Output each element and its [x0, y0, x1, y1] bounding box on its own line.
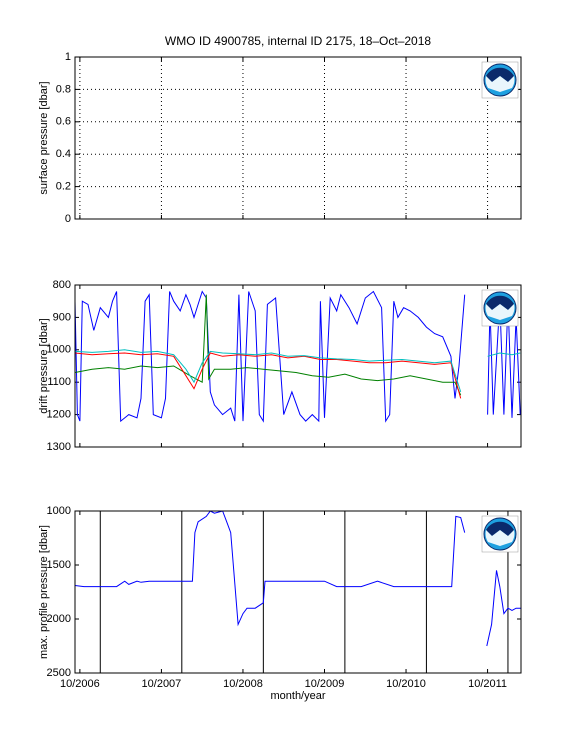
noaa-logo — [481, 515, 519, 553]
x-tick-label: 10/2008 — [223, 678, 263, 690]
plot-frame — [74, 510, 522, 674]
y-tick-label: 1500 — [47, 559, 71, 571]
panel: 800 900 1000 1100 1200 1300 drift pressure [db… — [38, 279, 522, 453]
y-tick-label: 1300 — [47, 441, 71, 453]
series-line — [75, 511, 521, 647]
plot-frame — [74, 284, 522, 448]
figure-title: WMO ID 4900785, internal ID 2175, 18–Oct… — [165, 34, 431, 48]
y-tick-label: 900 — [53, 311, 71, 323]
noaa-logo — [481, 289, 519, 327]
panel: 0 0.2 0.4 0.6 0.8 1 surface pressure [dbar] — [38, 51, 522, 225]
y-tick-label: 0.2 — [56, 181, 71, 193]
y-tick-label: 1200 — [47, 409, 71, 421]
series-line — [75, 352, 462, 399]
series-line — [75, 349, 521, 393]
series-line — [75, 294, 462, 396]
series-line — [75, 290, 521, 423]
y-tick-label: 0 — [65, 213, 71, 225]
plot-frame — [74, 56, 522, 220]
y-tick-label: 1000 — [47, 344, 71, 356]
y-axis-label: drift pressure [dbar] — [38, 318, 50, 413]
y-tick-label: 0.8 — [56, 83, 71, 95]
x-tick-label: 10/2006 — [60, 678, 100, 690]
x-tick-label: 10/2009 — [305, 678, 345, 690]
y-axis-label: surface pressure [dbar] — [38, 81, 50, 194]
y-tick-label: 800 — [53, 279, 71, 291]
y-tick-label: 0.4 — [56, 148, 71, 160]
y-tick-label: 2500 — [47, 667, 71, 679]
noaa-logo — [481, 61, 519, 99]
y-tick-label: 1 — [65, 51, 71, 63]
x-tick-label: 10/2007 — [142, 678, 182, 690]
y-tick-label: 1100 — [47, 376, 71, 388]
y-tick-label: 1000 — [47, 505, 71, 517]
x-tick-label: 10/2010 — [386, 678, 426, 690]
y-axis-label: max. profile pressure [dbar] — [38, 525, 50, 659]
x-axis-label: month/year — [270, 690, 325, 702]
y-tick-label: 0.6 — [56, 116, 71, 128]
x-tick-label: 10/2011 — [468, 678, 507, 690]
y-tick-label: 2000 — [47, 613, 71, 625]
